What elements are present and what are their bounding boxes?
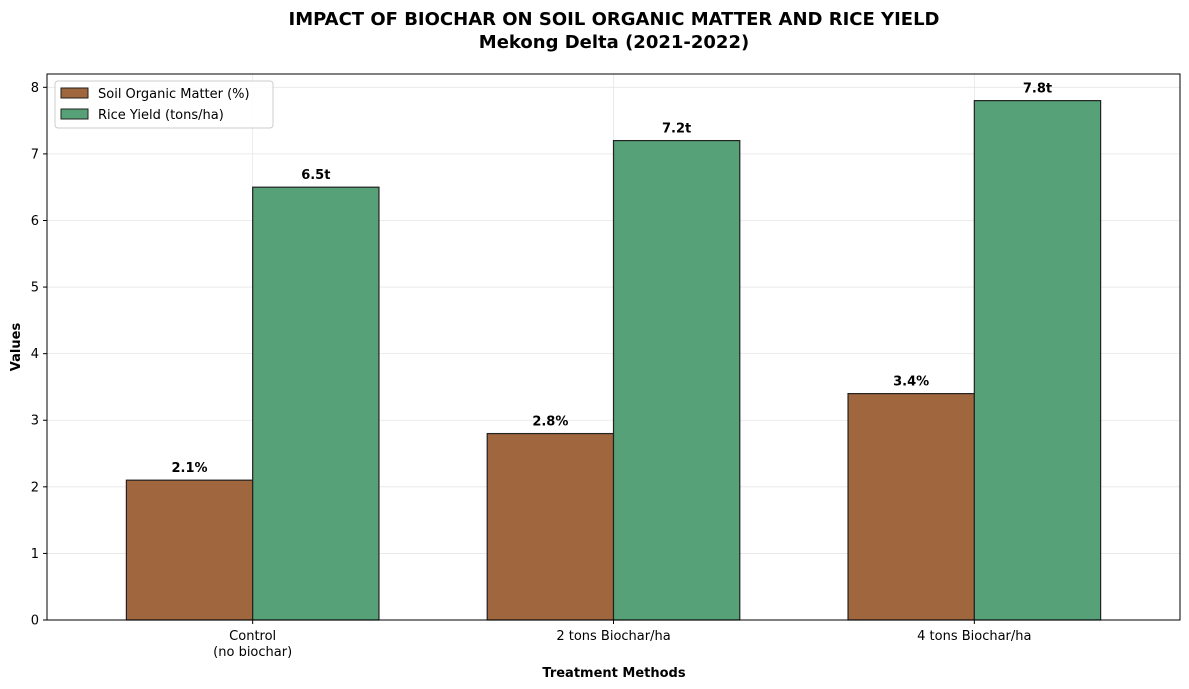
x-axis-label: Treatment Methods xyxy=(542,666,685,681)
chart-title: IMPACT OF BIOCHAR ON SOIL ORGANIC MATTER… xyxy=(289,9,940,30)
legend-swatch xyxy=(60,87,89,99)
bar-soil-organic-matter-2 xyxy=(847,393,975,621)
y-tick-label: 2 xyxy=(31,480,39,495)
x-tick-label: 4 tons Biochar/ha xyxy=(917,629,1031,644)
y-tick-label: 6 xyxy=(31,214,39,229)
bar-rice-yield-0 xyxy=(252,186,380,621)
legend-swatch xyxy=(60,108,89,120)
labels-layer: 0 1 2 3 4 5 6 7 8 2.1% 6.5t Control (no biochar) 2.8%… xyxy=(31,81,1052,660)
y-tick-label: 7 xyxy=(31,147,39,162)
bar-rice-yield-2 xyxy=(973,100,1102,621)
bar-soil-organic-matter-1 xyxy=(486,432,615,621)
legend-box xyxy=(54,80,274,129)
y-tick-label: 3 xyxy=(31,414,39,429)
legend: Soil Organic Matter (%) Rice Yield (tons/… xyxy=(54,80,274,129)
y-axis-label: Values xyxy=(9,323,24,372)
data-label: 6.5t xyxy=(301,168,330,183)
legend-label: Rice Yield (tons/ha) xyxy=(98,108,224,123)
bars-layer xyxy=(125,100,1102,621)
data-label: 3.4% xyxy=(893,375,929,390)
data-label: 7.2t xyxy=(662,122,691,137)
data-label: 7.8t xyxy=(1023,82,1052,97)
axes-layer xyxy=(43,73,1181,624)
data-label: 2.1% xyxy=(171,461,207,476)
bar-soil-organic-matter-0 xyxy=(125,479,254,621)
y-tick-label: 0 xyxy=(31,614,39,629)
data-label: 2.8% xyxy=(532,415,568,430)
y-tick-label: 8 xyxy=(31,81,39,96)
y-tick-label: 4 xyxy=(31,347,39,362)
x-tick-label: 2 tons Biochar/ha xyxy=(556,629,670,644)
y-tick-label: 1 xyxy=(31,547,39,562)
plot-frame xyxy=(46,73,1181,621)
x-tick-label: Control (no biochar) xyxy=(213,629,292,660)
chart-subtitle: Mekong Delta (2021-2022) xyxy=(479,32,749,53)
legend-label: Soil Organic Matter (%) xyxy=(98,87,250,102)
bar-rice-yield-1 xyxy=(612,139,741,621)
y-tick-label: 5 xyxy=(31,281,39,296)
